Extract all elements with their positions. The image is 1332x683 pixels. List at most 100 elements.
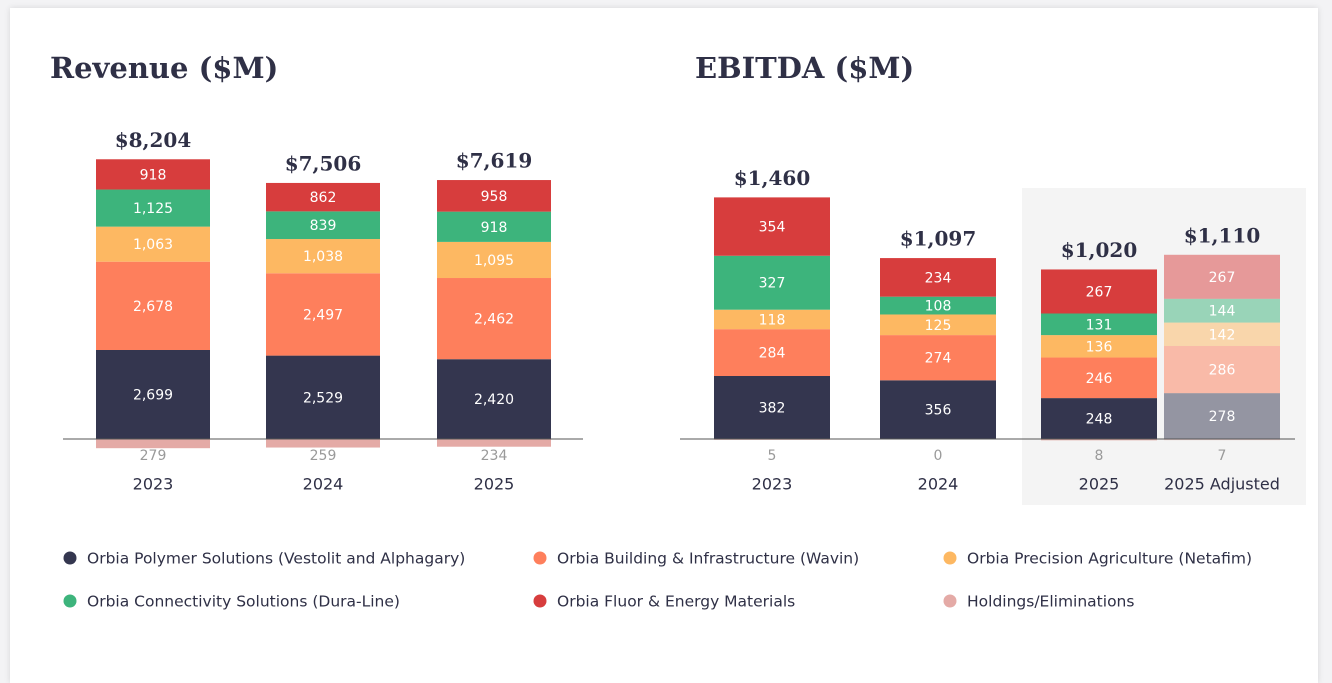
data-label: 144	[1209, 304, 1236, 320]
bar-segment	[1041, 357, 1157, 399]
data-label: 7	[1218, 448, 1227, 464]
data-label: 918	[140, 167, 167, 183]
bar-segment	[880, 296, 996, 315]
x-tick-label: 2024	[303, 475, 344, 494]
x-tick-label: 2025	[1079, 475, 1120, 494]
legend-swatch	[63, 551, 77, 565]
bar-segment	[266, 239, 380, 274]
data-label: 1,095	[474, 253, 514, 269]
bar-segment	[714, 255, 830, 310]
legend-label: Holdings/Eliminations	[967, 593, 1134, 611]
bar-segment	[714, 197, 830, 256]
data-label: 259	[310, 448, 337, 464]
bar-segment	[880, 258, 996, 297]
bar-segment	[437, 278, 551, 360]
bar-segment	[1164, 322, 1280, 346]
x-tick-label: 2023	[752, 475, 793, 494]
legend-label: Orbia Connectivity Solutions (Dura-Line)	[87, 593, 400, 611]
bar-segment	[1041, 335, 1157, 358]
legend-swatch	[63, 594, 77, 608]
bar-segment	[96, 189, 210, 227]
x-tick-label: 2025	[474, 475, 515, 494]
bar-segment	[96, 261, 210, 350]
chart-title: EBITDA ($M)	[695, 51, 914, 85]
bar-segment	[437, 211, 551, 242]
bar-segment	[437, 439, 551, 447]
total-label: $8,204	[115, 128, 192, 152]
bar-segment	[714, 329, 830, 376]
legend-swatch	[943, 551, 957, 565]
data-label: 958	[481, 189, 508, 205]
bar-segment	[437, 359, 551, 439]
legend-label: Orbia Precision Agriculture (Netafim)	[967, 550, 1252, 568]
legend-swatch	[943, 594, 957, 608]
data-label: 2,529	[303, 390, 343, 406]
bar-segment	[1164, 439, 1280, 441]
data-label: 1,125	[133, 201, 173, 217]
bar-segment	[880, 335, 996, 381]
data-label: 1,063	[133, 237, 173, 253]
bar-segment	[1164, 345, 1280, 394]
data-label: 0	[934, 448, 943, 464]
data-label: 274	[925, 351, 952, 367]
bar-segment	[437, 180, 551, 212]
chart-title: Revenue ($M)	[50, 51, 278, 85]
x-tick-label: 2025 Adjusted	[1164, 475, 1280, 494]
bar-segment	[96, 350, 210, 439]
bar-segment	[1041, 313, 1157, 336]
bar-segment	[96, 439, 210, 449]
total-label: $1,097	[900, 227, 977, 251]
data-label: 356	[925, 403, 952, 419]
bar-segment	[714, 376, 830, 439]
data-label: 327	[759, 276, 786, 292]
bar-segment	[1164, 393, 1280, 439]
data-label: 354	[759, 220, 786, 236]
data-label: 2,462	[474, 312, 514, 328]
data-label: 8	[1095, 448, 1104, 464]
data-label: 267	[1209, 270, 1236, 286]
bar-segment	[1041, 439, 1157, 441]
total-label: $7,506	[285, 151, 362, 175]
data-label: 284	[759, 346, 786, 362]
data-label: 136	[1086, 339, 1113, 355]
bar-segment	[96, 159, 210, 190]
data-label: 918	[481, 220, 508, 236]
data-label: 142	[1209, 327, 1236, 343]
data-label: 2,699	[133, 388, 173, 404]
legend-swatch	[533, 594, 547, 608]
data-label: 862	[310, 190, 337, 206]
data-label: 267	[1086, 284, 1113, 300]
data-label: 2,678	[133, 299, 173, 315]
data-label: 5	[768, 448, 777, 464]
bar-segment	[1041, 269, 1157, 314]
data-label: 234	[925, 270, 952, 286]
total-label: $7,619	[456, 149, 533, 173]
bar-segment	[714, 309, 830, 330]
data-label: 248	[1086, 412, 1113, 428]
bar-segment	[266, 211, 380, 240]
bar-segment	[266, 439, 380, 448]
data-label: 125	[925, 318, 952, 334]
legend-label: Orbia Polymer Solutions (Vestolit and Al…	[87, 550, 465, 568]
data-label: 108	[925, 299, 952, 315]
bar-segment	[96, 226, 210, 262]
total-label: $1,460	[734, 166, 811, 190]
x-tick-label: 2023	[133, 475, 174, 494]
total-label: $1,110	[1184, 223, 1261, 247]
data-label: 382	[759, 401, 786, 417]
bar-segment	[437, 241, 551, 279]
data-label: 279	[140, 448, 167, 464]
bar-segment	[1164, 298, 1280, 323]
data-label: 246	[1086, 371, 1113, 387]
bar-segment	[266, 182, 380, 212]
bar-segment	[1164, 254, 1280, 299]
data-label: 278	[1209, 409, 1236, 425]
bar-segment	[1041, 398, 1157, 439]
bar-segment	[880, 380, 996, 439]
total-label: $1,020	[1061, 238, 1138, 262]
data-label: 2,497	[303, 307, 343, 323]
bar-segment	[266, 273, 380, 356]
data-label: 2,420	[474, 392, 514, 408]
